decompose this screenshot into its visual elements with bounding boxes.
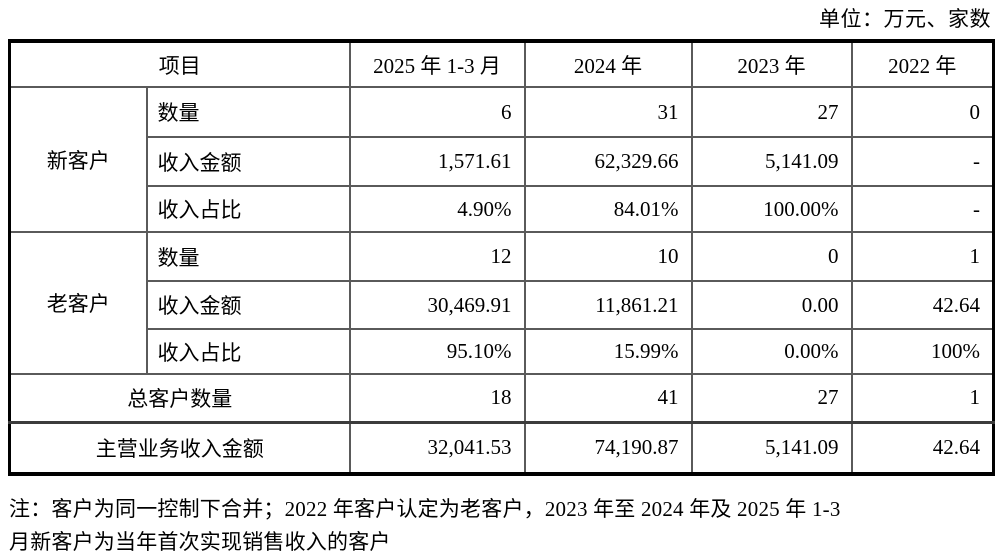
metric-label: 收入金额 (145, 136, 351, 187)
value-cell: 10 (523, 231, 693, 282)
value-cell: - (850, 185, 995, 233)
value-cell: 42.64 (850, 420, 995, 475)
header-2022: 2022 年 (850, 40, 995, 88)
value-cell: 0 (850, 86, 995, 138)
metric-label: 数量 (145, 86, 351, 138)
header-row: 项目 2025 年 1-3 月 2024 年 2023 年 2022 年 (8, 40, 995, 88)
value-cell: 0.00 (690, 280, 853, 330)
table-row-old-revenue: 收入金额 30,469.91 11,861.21 0.00 42.64 (10, 280, 995, 330)
value-cell: 62,329.66 (523, 136, 693, 187)
value-cell: - (850, 136, 995, 187)
value-cell: 42.64 (850, 280, 995, 330)
value-cell: 4.90% (348, 185, 526, 233)
value-cell: 1,571.61 (348, 136, 526, 187)
table-row-new-revenue: 收入金额 1,571.61 62,329.66 5,141.09 - (10, 136, 995, 187)
header-2025q1: 2025 年 1-3 月 (348, 40, 526, 88)
metric-label: 收入占比 (145, 185, 351, 233)
value-cell: 27 (690, 86, 853, 138)
footnote-line-1: 注：客户为同一控制下合并；2022 年客户认定为老客户，2023 年至 2024… (9, 497, 841, 521)
value-cell: 100% (850, 328, 995, 375)
group-label-new-customers: 新客户 (8, 86, 148, 233)
value-cell: 27 (690, 373, 853, 423)
metric-label: 数量 (145, 231, 351, 282)
header-2023: 2023 年 (690, 40, 853, 88)
summary-label: 总客户数量 (8, 373, 351, 423)
footnote-line-2: 月新客户为当年首次实现销售收入的客户 (9, 530, 391, 554)
table-row-main-revenue: 主营业务收入金额 32,041.53 74,190.87 5,141.09 42… (8, 420, 995, 475)
value-cell: 6 (348, 86, 526, 138)
value-cell: 41 (523, 373, 693, 423)
value-cell: 100.00% (690, 185, 853, 233)
metric-label: 收入金额 (145, 280, 351, 330)
footnote: 注：客户为同一控制下合并；2022 年客户认定为老客户，2023 年至 2024… (9, 493, 994, 559)
table-row-old-count: 老客户 数量 12 10 0 1 (8, 231, 995, 375)
value-cell: 18 (348, 373, 526, 423)
unit-label: 单位：万元、家数 (819, 7, 991, 31)
value-cell: 84.01% (523, 185, 693, 233)
table-row-new-count: 新客户 数量 6 31 27 0 (8, 86, 995, 233)
metric-label: 收入占比 (145, 328, 351, 375)
customer-revenue-table: 项目 2025 年 1-3 月 2024 年 2023 年 2022 年 新客户… (8, 39, 995, 476)
header-2024: 2024 年 (523, 40, 693, 88)
summary-label: 主营业务收入金额 (8, 420, 351, 475)
value-cell: 5,141.09 (690, 420, 853, 475)
value-cell: 1 (850, 373, 995, 423)
value-cell: 11,861.21 (523, 280, 693, 330)
table-row-old-share: 收入占比 95.10% 15.99% 0.00% 100% (10, 328, 995, 375)
value-cell: 32,041.53 (348, 420, 526, 475)
value-cell: 95.10% (348, 328, 526, 375)
value-cell: 31 (523, 86, 693, 138)
value-cell: 12 (348, 231, 526, 282)
value-cell: 15.99% (523, 328, 693, 375)
value-cell: 5,141.09 (690, 136, 853, 187)
header-project: 项目 (8, 40, 351, 88)
value-cell: 0 (690, 231, 853, 282)
table-row-total-customers: 总客户数量 18 41 27 1 (8, 373, 995, 423)
value-cell: 74,190.87 (523, 420, 693, 475)
value-cell: 30,469.91 (348, 280, 526, 330)
group-label-old-customers: 老客户 (8, 231, 148, 375)
value-cell: 1 (850, 231, 995, 282)
table-row-new-share: 收入占比 4.90% 84.01% 100.00% - (10, 185, 995, 233)
value-cell: 0.00% (690, 328, 853, 375)
